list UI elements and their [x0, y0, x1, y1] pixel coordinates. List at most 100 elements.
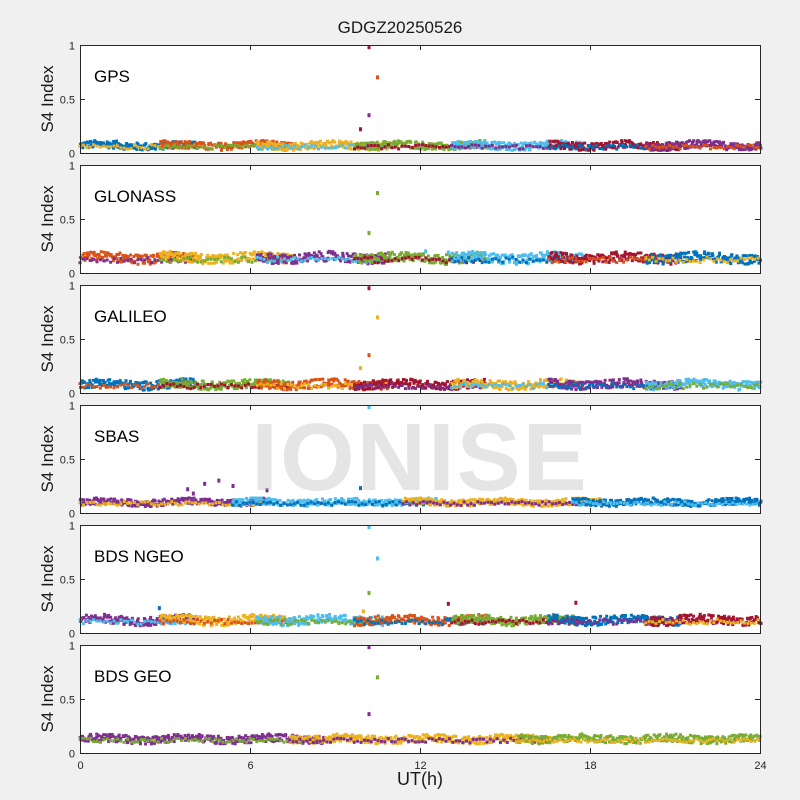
scatter-point — [365, 253, 369, 257]
scatter-point — [691, 382, 695, 386]
scatter-point — [162, 139, 166, 143]
scatter-point — [547, 377, 551, 381]
scatter-point — [685, 143, 689, 147]
scatter-point — [739, 382, 743, 386]
scatter-point — [671, 256, 675, 260]
scatter-point — [115, 257, 119, 261]
scatter-point — [468, 251, 472, 255]
scatter-point — [500, 253, 504, 257]
scatter-point — [712, 140, 716, 144]
scatter-point — [192, 258, 196, 262]
scatter-point — [380, 257, 384, 261]
scatter-point — [174, 381, 178, 385]
scatter-point — [333, 257, 337, 261]
scatter-point — [259, 139, 263, 143]
scatter-point — [537, 384, 541, 388]
scatter-point — [160, 503, 164, 507]
scatter-point — [701, 378, 705, 382]
scatter-point — [373, 502, 377, 506]
scatter-point — [401, 378, 405, 382]
scatter-point — [197, 502, 201, 506]
scatter-point — [101, 379, 105, 383]
scatter-point — [700, 144, 704, 148]
scatter-point — [547, 382, 551, 386]
scatter-point — [668, 382, 672, 386]
scatter-point — [616, 254, 620, 258]
scatter-point — [257, 378, 261, 382]
scatter-point — [581, 382, 585, 386]
scatter-point — [538, 260, 542, 264]
scatter-point — [306, 146, 310, 150]
scatter-point — [161, 504, 165, 508]
scatter-point — [92, 498, 96, 502]
scatter-point — [185, 144, 189, 148]
scatter-point — [185, 252, 189, 256]
scatter-point — [687, 377, 691, 381]
scatter-point — [639, 142, 643, 146]
scatter-point — [594, 379, 598, 383]
scatter-point — [336, 500, 340, 504]
scatter-point — [365, 147, 369, 151]
scatter-point — [171, 250, 175, 254]
scatter-point — [490, 257, 494, 261]
scatter-point — [623, 255, 627, 259]
scatter-point — [312, 254, 316, 258]
scatter-point — [671, 147, 675, 151]
scatter-point — [649, 256, 653, 260]
scatter-point — [672, 387, 676, 391]
scatter-point — [224, 385, 228, 389]
scatter-point — [617, 381, 621, 385]
scatter-point — [664, 146, 668, 150]
scatter-point — [284, 382, 288, 386]
scatter-point — [118, 251, 122, 255]
scatter-point — [200, 141, 204, 145]
scatter-point — [180, 377, 184, 381]
scatter-point — [318, 256, 322, 260]
scatter-point — [177, 500, 181, 504]
scatter-point — [296, 147, 300, 151]
scatter-point — [188, 377, 192, 381]
scatter-point — [132, 255, 136, 259]
scatter-point — [616, 383, 620, 387]
scatter-point — [463, 380, 467, 384]
scatter-point — [571, 256, 575, 260]
scatter-point — [158, 256, 162, 260]
scatter-point — [445, 380, 449, 384]
scatter-point — [373, 256, 377, 260]
y-axis-label: S4 Index — [38, 65, 57, 133]
scatter-point — [735, 142, 739, 146]
scatter-point — [485, 141, 489, 145]
scatter-point — [427, 383, 431, 387]
scatter-point — [186, 381, 190, 385]
scatter-point — [225, 147, 229, 151]
scatter-point — [725, 257, 729, 261]
scatter-point — [434, 380, 438, 384]
scatter-point — [264, 257, 268, 261]
scatter-point — [166, 254, 170, 258]
scatter-point — [419, 252, 423, 256]
scatter-point — [345, 252, 349, 256]
scatter-point — [622, 383, 626, 387]
scatter-point — [518, 147, 522, 151]
scatter-point — [262, 500, 266, 504]
scatter-point — [579, 387, 583, 391]
scatter-point — [149, 385, 153, 389]
scatter-point — [603, 255, 607, 259]
scatter-point — [434, 497, 438, 501]
scatter-point — [529, 141, 533, 145]
scatter-point — [664, 148, 668, 152]
scatter-point — [626, 378, 630, 382]
scatter-point — [359, 141, 363, 145]
scatter-point — [520, 386, 524, 390]
scatter-point — [258, 251, 262, 255]
scatter-point — [448, 383, 452, 387]
scatter-point — [387, 382, 391, 386]
scatter-point — [112, 502, 116, 506]
scatter-point — [96, 499, 100, 503]
scatter-point — [517, 387, 521, 391]
scatter-point — [708, 379, 712, 383]
scatter-point — [404, 379, 408, 383]
scatter-point — [705, 255, 709, 259]
scatter-point — [142, 381, 146, 385]
